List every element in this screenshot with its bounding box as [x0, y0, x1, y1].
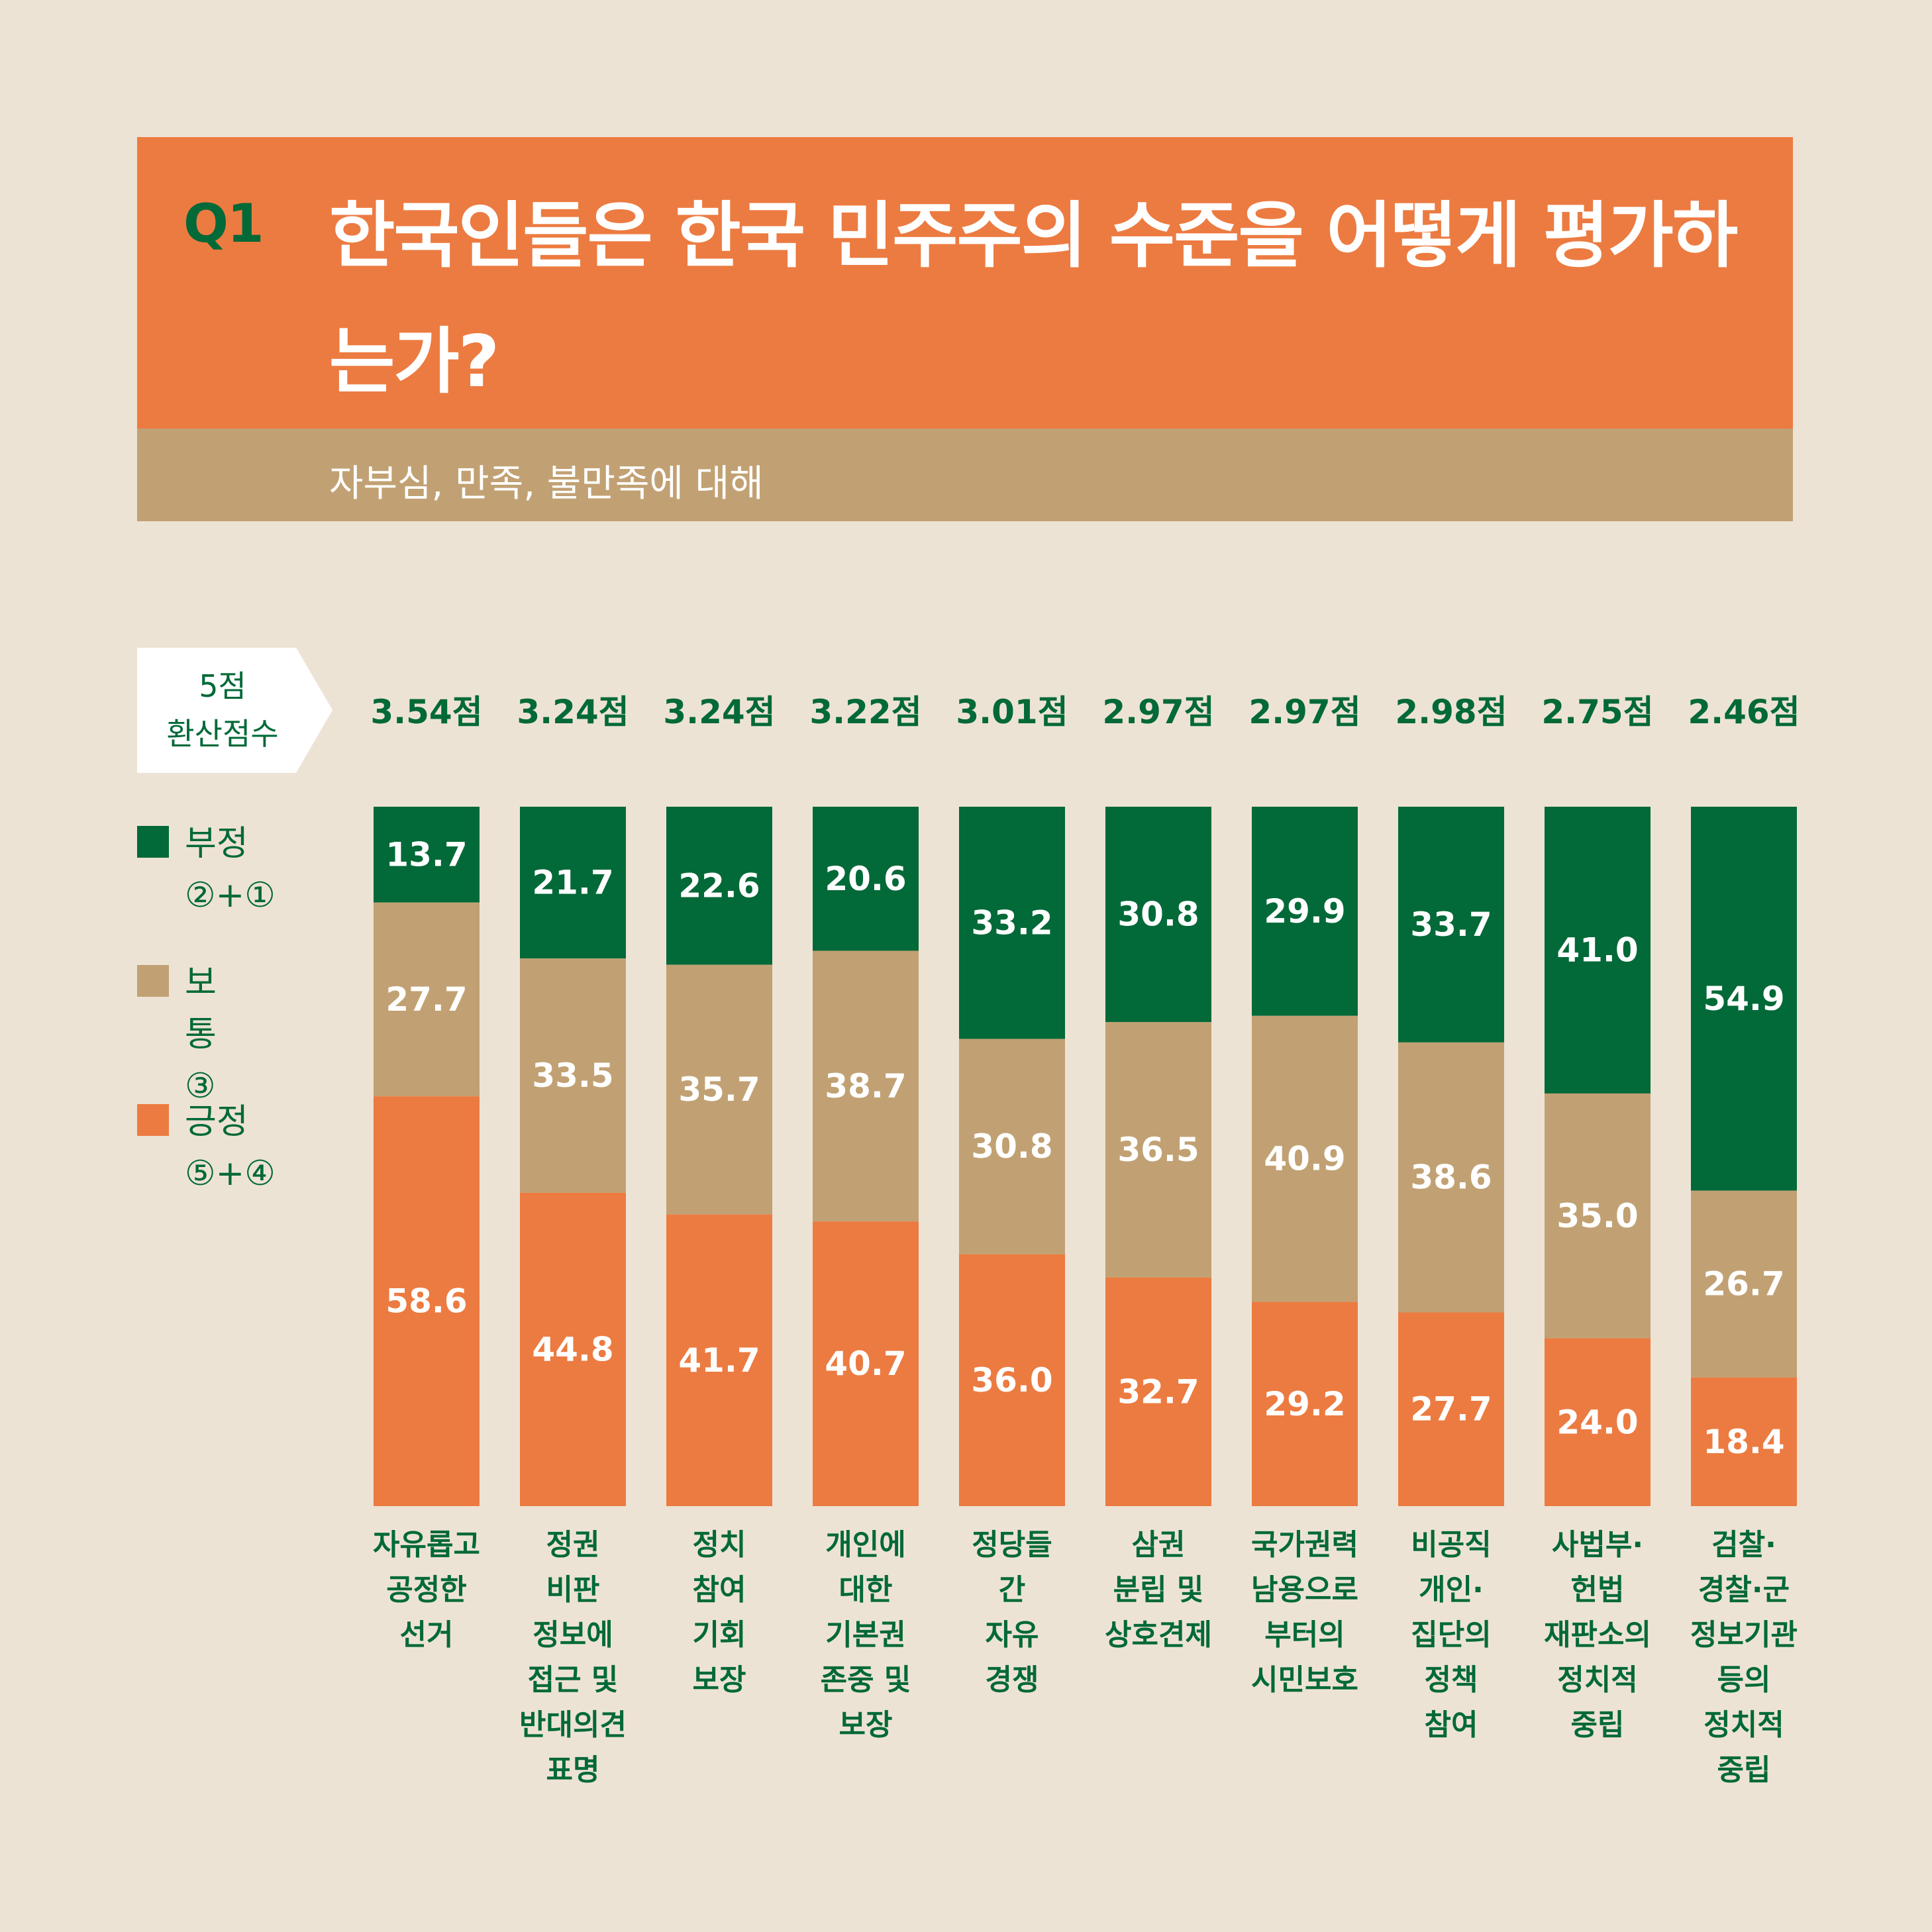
data-label: 13.7	[385, 835, 467, 874]
category-label: 정당들 간 자유 경쟁	[972, 1528, 1052, 1697]
data-label: 35.0	[1556, 1197, 1638, 1235]
data-label: 30.8	[1117, 895, 1199, 934]
score-label: 3.54점	[370, 693, 482, 731]
score-tag-label: 5점 환산점수	[166, 668, 279, 752]
data-label: 24.0	[1556, 1403, 1638, 1441]
data-label: 32.7	[1117, 1372, 1199, 1411]
bar-segment-neutral	[374, 902, 480, 1097]
category-label: 비공직 개인· 집단의 정책 참여	[1411, 1528, 1491, 1742]
score-label: 2.97점	[1248, 693, 1360, 731]
category-label: 개인에 대한 기본권 존중 및 보장	[821, 1528, 911, 1742]
bar-segment-positive	[1105, 1277, 1211, 1506]
category-label: 검찰· 경찰·군 정보기관 등의 정치적 중립	[1690, 1528, 1798, 1787]
data-label: 35.7	[678, 1070, 760, 1109]
data-label: 18.4	[1703, 1423, 1784, 1461]
data-label: 29.2	[1264, 1385, 1345, 1423]
bar-segment-neutral	[1545, 1093, 1651, 1339]
title-banner: Q1 한국인들은 한국 민주주의 수준을 어떻게 평가하는가?	[137, 137, 1793, 429]
data-label: 38.6	[1410, 1158, 1492, 1197]
category-label: 정치 참여 기회 보장	[693, 1528, 746, 1697]
score-label: 2.97점	[1102, 693, 1214, 731]
data-label: 26.7	[1703, 1265, 1784, 1303]
bar-segment-positive	[520, 1192, 626, 1506]
bar-segment-neutral	[520, 958, 626, 1193]
category-label: 정권 비판 정보에 접근 및 반대의견 표명	[519, 1528, 627, 1787]
bar-segment-negative	[813, 807, 919, 951]
data-label: 33.7	[1410, 905, 1492, 944]
data-label: 27.7	[1410, 1390, 1492, 1429]
data-label: 41.0	[1556, 931, 1638, 969]
score-tag: 5점 환산점수	[137, 648, 332, 773]
bar-segment-negative	[1105, 807, 1211, 1023]
bar-segment-negative	[1398, 807, 1504, 1042]
score-label: 2.98점	[1395, 693, 1507, 731]
data-label: 22.6	[678, 866, 760, 905]
bar-segment-positive	[1252, 1301, 1358, 1506]
data-label: 44.8	[532, 1330, 613, 1368]
data-label: 33.5	[532, 1056, 613, 1095]
bar-segment-negative	[1545, 807, 1651, 1093]
legend-label-negative: 부정 ②+①	[185, 824, 276, 915]
bar-segment-neutral	[1691, 1190, 1797, 1378]
data-label: 27.7	[385, 980, 467, 1019]
bar-segment-neutral	[1105, 1022, 1211, 1278]
data-label: 38.7	[825, 1067, 906, 1105]
data-label: 54.9	[1703, 980, 1784, 1018]
bar-segment-positive	[1545, 1338, 1651, 1506]
bar-segment-negative	[1252, 807, 1358, 1016]
legend-swatch-negative	[137, 826, 169, 858]
score-label: 3.24점	[663, 693, 775, 731]
score-label: 2.75점	[1541, 693, 1653, 731]
bar-segment-positive	[1398, 1312, 1504, 1506]
category-label: 사법부· 헌법 재판소의 정치적 중립	[1544, 1528, 1651, 1742]
bar-segment-positive	[1691, 1377, 1797, 1506]
bar-segment-neutral	[959, 1039, 1065, 1254]
bar-segment-negative	[666, 807, 772, 965]
legend-label-neutral: 보통 ③	[185, 963, 217, 1106]
data-label: 36.5	[1117, 1131, 1199, 1169]
score-label: 3.24점	[517, 693, 629, 731]
bar-segment-neutral	[666, 964, 772, 1215]
data-label: 40.9	[1264, 1140, 1345, 1178]
data-label: 29.9	[1264, 892, 1345, 931]
subtitle: 자부심, 만족, 불만족에 대해	[329, 462, 764, 505]
bar-segment-neutral	[1252, 1015, 1358, 1302]
legend-swatch-positive	[137, 1104, 169, 1136]
data-label: 20.6	[825, 860, 906, 898]
bar-segment-neutral	[1398, 1042, 1504, 1313]
bar-segment-positive	[959, 1254, 1065, 1506]
data-label: 40.7	[825, 1345, 906, 1383]
data-label: 30.8	[971, 1127, 1052, 1166]
bar-segment-positive	[374, 1096, 480, 1506]
bar-segment-positive	[666, 1214, 772, 1506]
bar-segment-positive	[813, 1221, 919, 1506]
bar-segment-negative	[959, 807, 1065, 1039]
data-label: 41.7	[678, 1341, 760, 1380]
bar-segment-negative	[1691, 807, 1797, 1191]
data-label: 33.2	[971, 903, 1052, 942]
subtitle-banner: 자부심, 만족, 불만족에 대해	[137, 429, 1793, 521]
category-label: 삼권 분립 및 상호견제	[1105, 1528, 1212, 1652]
arrow-tag-shape	[137, 648, 332, 773]
bar-segment-neutral	[813, 950, 919, 1222]
data-label: 58.6	[385, 1282, 467, 1321]
score-label: 3.22점	[809, 693, 921, 731]
data-label: 36.0	[971, 1361, 1052, 1399]
data-label: 21.7	[532, 864, 613, 902]
score-label: 2.46점	[1688, 693, 1800, 731]
question-number: Q1	[183, 193, 264, 254]
legend-label-positive: 긍정 ⑤+④	[185, 1102, 276, 1194]
bar-segment-negative	[520, 807, 626, 959]
score-label: 3.01점	[956, 693, 1068, 731]
category-label: 국가권력 남용으로 부터의 시민보호	[1251, 1528, 1358, 1697]
legend-swatch-neutral	[137, 965, 169, 997]
bar-segment-negative	[374, 807, 480, 903]
category-label: 자유롭고 공정한 선거	[373, 1528, 480, 1652]
page-title: 한국인들은 한국 민주주의 수준을 어떻게 평가하는가?	[329, 195, 1738, 403]
